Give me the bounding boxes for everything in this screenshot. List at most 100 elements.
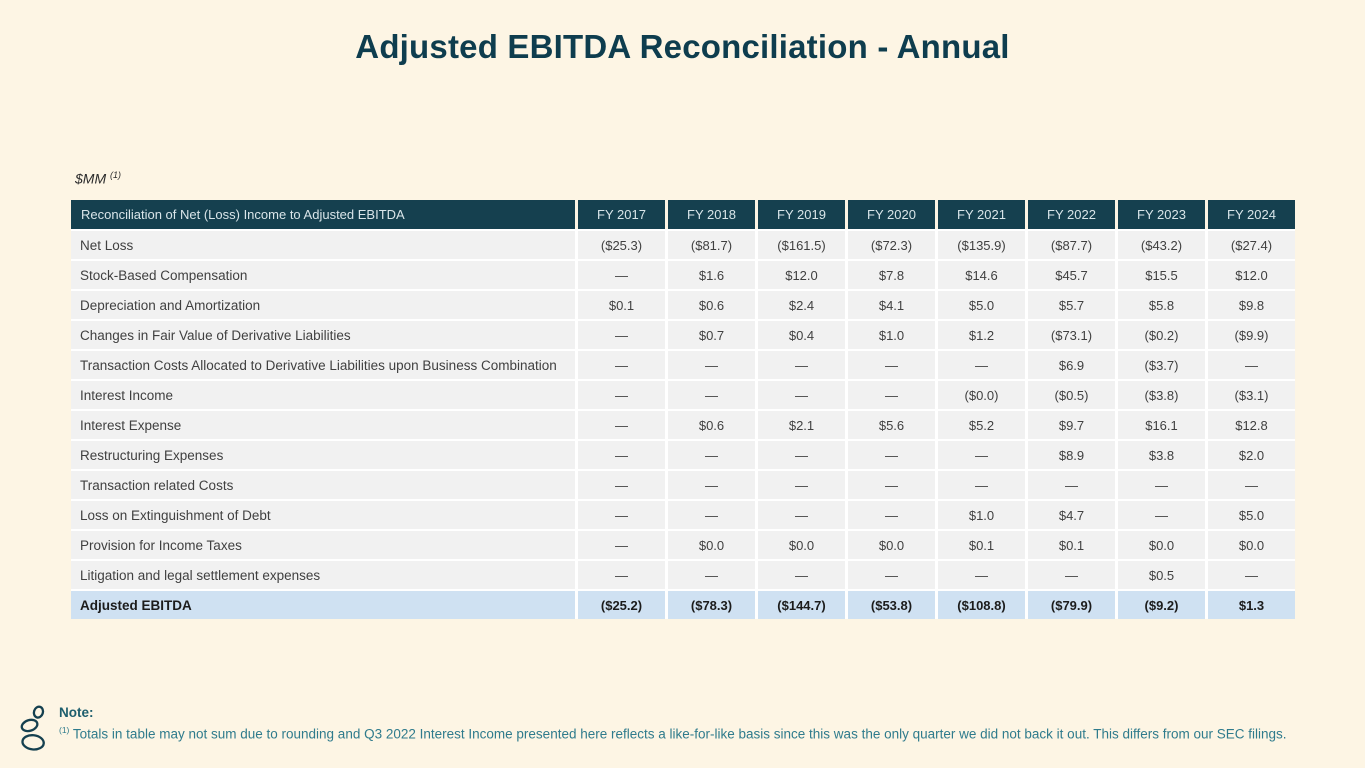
row-value: — [578, 441, 665, 469]
row-value: $4.1 [848, 291, 935, 319]
row-value: $2.1 [758, 411, 845, 439]
row-value: $12.0 [1208, 261, 1295, 289]
column-header: FY 2018 [668, 200, 755, 229]
row-value: — [848, 441, 935, 469]
table-row: Transaction related Costs — — — — — — — — [71, 471, 1295, 499]
row-value: ($9.9) [1208, 321, 1295, 349]
note-label: Note: [59, 705, 94, 720]
row-value: ($3.7) [1118, 351, 1205, 379]
row-value: $0.4 [758, 321, 845, 349]
row-label: Provision for Income Taxes [71, 531, 575, 559]
row-label: Litigation and legal settlement expenses [71, 561, 575, 589]
row-value: $0.7 [668, 321, 755, 349]
row-value: $9.8 [1208, 291, 1295, 319]
row-value: — [668, 441, 755, 469]
table-row: Transaction Costs Allocated to Derivativ… [71, 351, 1295, 379]
row-value: — [1028, 561, 1115, 589]
row-value: — [758, 381, 845, 409]
row-value: $0.0 [1208, 531, 1295, 559]
table-header-label: Reconciliation of Net (Loss) Income to A… [71, 200, 575, 229]
row-value: $0.0 [1118, 531, 1205, 559]
table-body: Net Loss ($25.3) ($81.7) ($161.5) ($72.3) ($1… [71, 229, 1295, 619]
row-label: Changes in Fair Value of Derivative Liab… [71, 321, 575, 349]
row-value: — [1028, 471, 1115, 499]
row-value: — [578, 411, 665, 439]
row-value: ($3.8) [1118, 381, 1205, 409]
table-row: Interest Income — — — — ($0.0) ($0.5) ($3.8) ($3… [71, 381, 1295, 409]
row-label: Transaction related Costs [71, 471, 575, 499]
row-value: ($73.1) [1028, 321, 1115, 349]
reconciliation-table: Reconciliation of Net (Loss) Income to A… [71, 200, 1295, 619]
row-value: $15.5 [1118, 261, 1205, 289]
column-header: FY 2021 [938, 200, 1025, 229]
row-value: $1.0 [848, 321, 935, 349]
page-title: Adjusted EBITDA Reconciliation - Annual [355, 28, 1010, 65]
row-value: ($53.8) [848, 591, 935, 619]
row-value: $0.5 [1118, 561, 1205, 589]
row-value: — [578, 561, 665, 589]
row-value: ($27.4) [1208, 231, 1295, 259]
row-value: $4.7 [1028, 501, 1115, 529]
row-value: — [578, 531, 665, 559]
row-value: — [668, 471, 755, 499]
row-value: — [938, 441, 1025, 469]
row-value: — [1118, 471, 1205, 499]
row-label: Interest Income [71, 381, 575, 409]
row-value: — [758, 471, 845, 499]
footnote-text: (1) Totals in table may not sum due to r… [59, 725, 1287, 742]
column-header: FY 2022 [1028, 200, 1115, 229]
row-value: $45.7 [1028, 261, 1115, 289]
row-value: ($72.3) [848, 231, 935, 259]
row-value: $3.8 [1118, 441, 1205, 469]
row-value: — [848, 381, 935, 409]
row-value: ($9.2) [1118, 591, 1205, 619]
row-value: ($135.9) [938, 231, 1025, 259]
row-value: ($78.3) [668, 591, 755, 619]
row-value: — [668, 501, 755, 529]
row-value: $2.4 [758, 291, 845, 319]
row-value: — [848, 561, 935, 589]
row-value: $0.1 [578, 291, 665, 319]
row-label: Stock-Based Compensation [71, 261, 575, 289]
row-value: $12.8 [1208, 411, 1295, 439]
row-value: — [668, 561, 755, 589]
row-label: Transaction Costs Allocated to Derivativ… [71, 351, 575, 379]
row-value: ($144.7) [758, 591, 845, 619]
row-value: — [1118, 501, 1205, 529]
row-value: $0.6 [668, 411, 755, 439]
row-value: ($161.5) [758, 231, 845, 259]
row-value: $0.6 [668, 291, 755, 319]
row-value: $5.0 [938, 291, 1025, 319]
column-header: FY 2023 [1118, 200, 1205, 229]
column-header: FY 2019 [758, 200, 845, 229]
table-row: Restructuring Expenses — — — — — $8.9 $3.8 $2.0 [71, 441, 1295, 469]
note-block: Note: (1) Totals in table may not sum du… [59, 701, 1287, 742]
row-value: $0.1 [1028, 531, 1115, 559]
row-label: Restructuring Expenses [71, 441, 575, 469]
table-row: Litigation and legal settlement expenses… [71, 561, 1295, 589]
units-footnote-marker: (1) [110, 170, 122, 180]
row-value: ($108.8) [938, 591, 1025, 619]
row-value: — [1208, 351, 1295, 379]
row-value: $5.8 [1118, 291, 1205, 319]
row-value: — [848, 501, 935, 529]
row-value: $2.0 [1208, 441, 1295, 469]
row-value: ($0.2) [1118, 321, 1205, 349]
footnote-body: Totals in table may not sum due to round… [72, 726, 1287, 742]
row-value: — [668, 351, 755, 379]
row-value: — [848, 351, 935, 379]
row-value: — [578, 351, 665, 379]
row-value: $1.2 [938, 321, 1025, 349]
row-value: $12.0 [758, 261, 845, 289]
row-value: ($25.3) [578, 231, 665, 259]
total-row: Adjusted EBITDA ($25.2) ($78.3) ($144.7) ($5… [71, 591, 1295, 619]
row-value: $5.6 [848, 411, 935, 439]
row-value: — [848, 471, 935, 499]
row-value: ($43.2) [1118, 231, 1205, 259]
table-row: Loss on Extinguishment of Debt — — — — $1.0 $4… [71, 501, 1295, 529]
row-label: Loss on Extinguishment of Debt [71, 501, 575, 529]
table-row: Net Loss ($25.3) ($81.7) ($161.5) ($72.3) ($1… [71, 231, 1295, 259]
column-header: FY 2020 [848, 200, 935, 229]
table-header-row: Reconciliation of Net (Loss) Income to A… [71, 200, 1295, 229]
